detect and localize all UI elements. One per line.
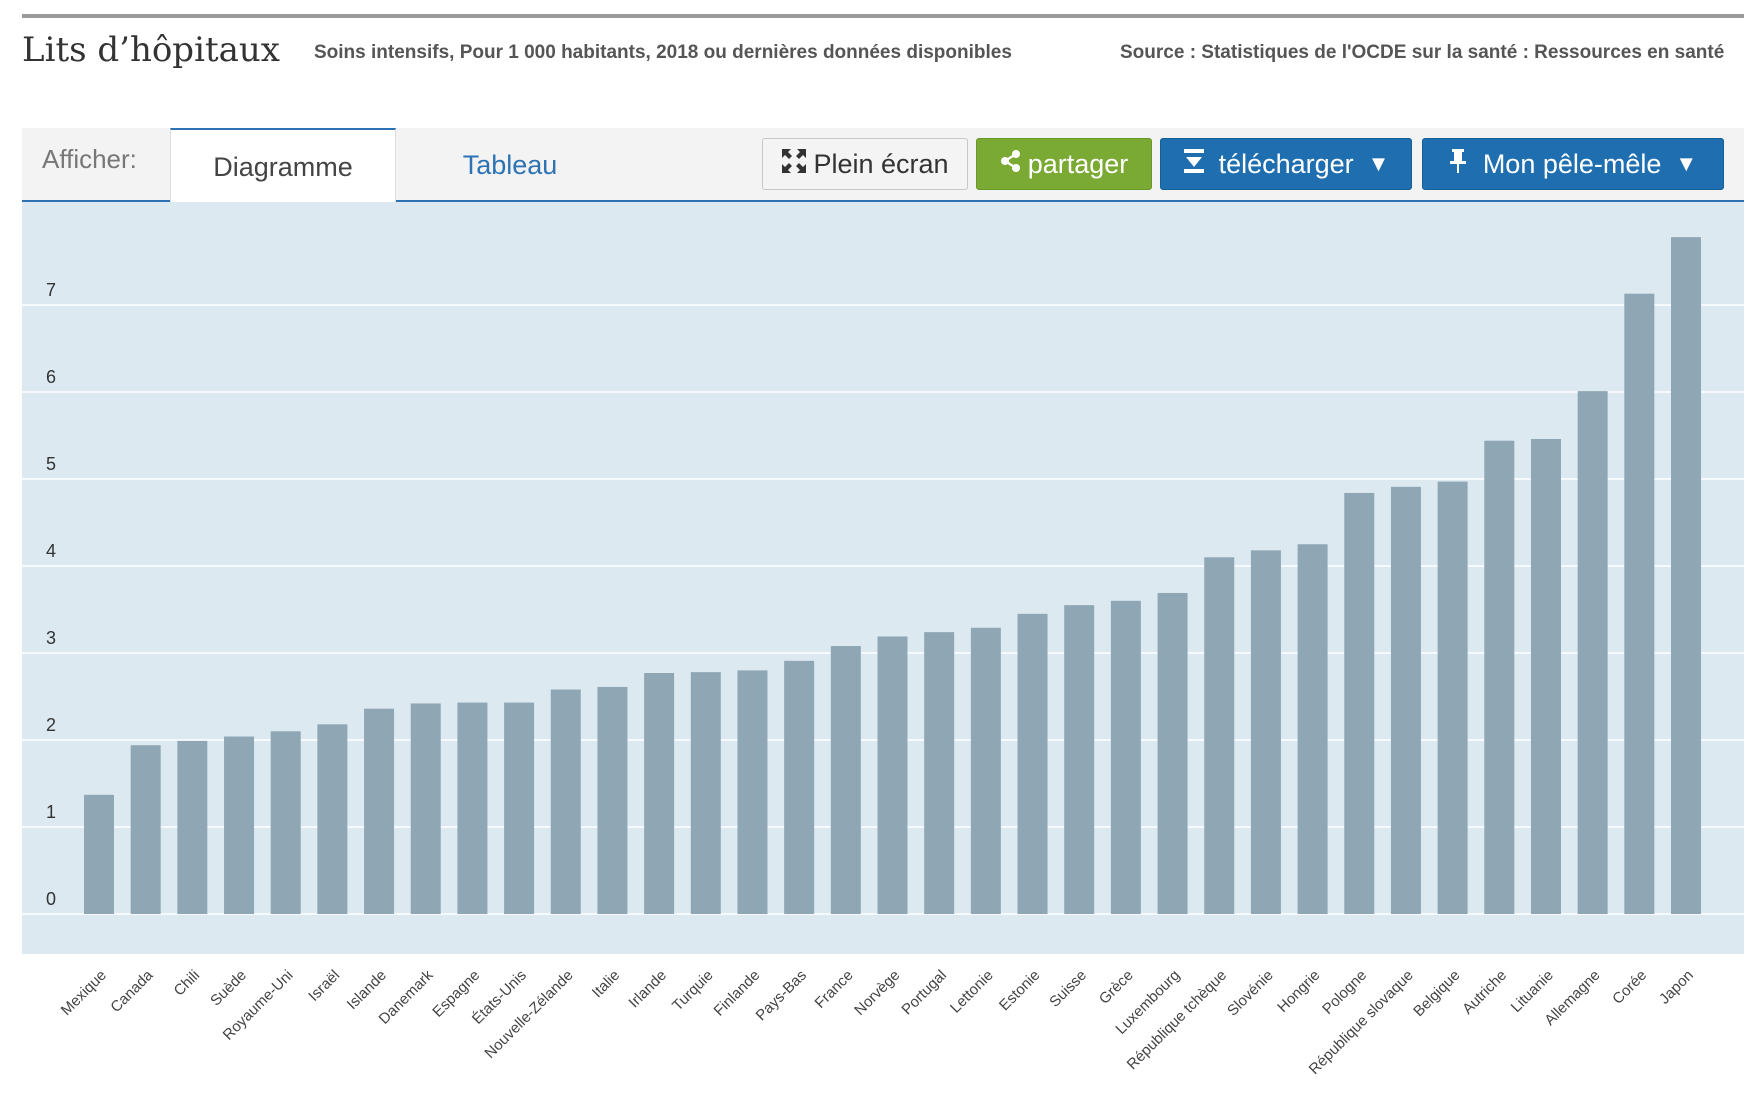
bar [1530,438,1561,914]
bar [550,689,581,914]
header-rule [22,14,1744,18]
x-tick-label: Canada [107,966,157,1016]
bar [877,636,908,914]
bar [1671,237,1701,914]
x-tick-label: France [812,967,857,1012]
download-label: télécharger [1218,148,1354,179]
fullscreen-button[interactable]: Plein écran [762,138,968,190]
x-tick-label: Japon [1656,967,1697,1008]
y-tick-label: 5 [46,454,56,474]
pin-icon [1449,148,1467,181]
bar [84,794,114,914]
source-note: Source : Statistiques de l'OCDE sur la s… [1120,42,1725,63]
bar [410,703,441,914]
x-tick-label: Islande [344,967,390,1013]
x-tick-label: Nouvelle-Zélande [481,967,576,1062]
x-tick-label: Suède [207,967,250,1010]
x-tick-label: Lettonie [947,967,997,1017]
bar [737,670,768,914]
x-tick-label: Israël [305,967,343,1005]
download-button[interactable]: télécharger ▼ [1160,138,1412,190]
bar [1064,605,1095,914]
y-tick-label: 4 [46,541,56,561]
bar [1110,600,1141,914]
x-tick-label: Mexique [58,967,110,1019]
bar [1344,492,1375,914]
x-tick-label: Belgique [1410,967,1463,1020]
share-button[interactable]: partager [976,138,1152,190]
bar [924,632,955,914]
y-tick-label: 1 [46,802,56,822]
share-icon [1000,149,1022,180]
bar [457,702,488,914]
x-tick-label: Slovénie [1224,967,1277,1020]
fullscreen-icon [781,148,807,181]
x-tick-label: Irlande [625,967,669,1011]
x-tick-label: Suisse [1046,967,1090,1011]
page-subtitle: Soins intensifs, Pour 1 000 habitants, 2… [314,42,1012,63]
show-label: Afficher: [42,144,137,174]
x-tick-label: Hongrie [1274,967,1323,1016]
bar [1250,550,1281,914]
bar [1437,481,1468,914]
bar [224,736,255,914]
bar [690,672,721,914]
x-tick-label: Autriche [1459,967,1510,1018]
y-tick-label: 6 [46,367,56,387]
chevron-down-icon: ▼ [1367,151,1390,176]
bar [644,673,675,914]
bar [830,646,861,914]
x-tick-label: Grèce [1096,967,1137,1008]
page-title: Lits d’hôpitaux [22,30,280,70]
my-panel-label: Mon pêle-mêle [1482,148,1662,179]
y-tick-label: 7 [46,280,56,300]
view-toolbar: Afficher: Diagramme Tableau Plein écran [22,128,1744,202]
share-label: partager [1027,148,1129,179]
bar [597,686,628,914]
bar [1390,486,1421,914]
bar [1577,391,1608,914]
y-tick-label: 3 [46,628,56,648]
x-tick-label: Corée [1609,967,1650,1008]
x-tick-label: Chili [171,967,204,1000]
my-panel-button[interactable]: Mon pêle-mêle ▼ [1422,138,1724,190]
bar [1157,592,1188,914]
x-tick-label: Italie [589,967,623,1001]
x-tick-label: Estonie [996,967,1043,1014]
y-tick-label: 0 [46,889,56,909]
bar [317,724,348,914]
bar [130,745,161,914]
bar [504,702,535,914]
x-tick-label: Portugal [898,967,950,1019]
bar [364,708,395,914]
tab-chart[interactable]: Diagramme [170,128,396,202]
chevron-down-icon: ▼ [1675,151,1698,176]
bar [784,660,815,914]
x-tick-label: Norvège [851,967,903,1019]
bar [1017,613,1048,914]
bar [970,627,1001,914]
bar [1204,557,1235,914]
bar [1297,544,1328,914]
tab-table[interactable]: Tableau [462,150,558,180]
y-tick-label: 2 [46,715,56,735]
download-icon [1183,148,1205,181]
x-tick-label: Pays-Bas [753,967,810,1024]
bar [1484,440,1515,914]
bar [1624,293,1655,914]
bar [177,740,208,914]
bar [270,731,301,914]
fullscreen-label: Plein écran [813,148,949,179]
